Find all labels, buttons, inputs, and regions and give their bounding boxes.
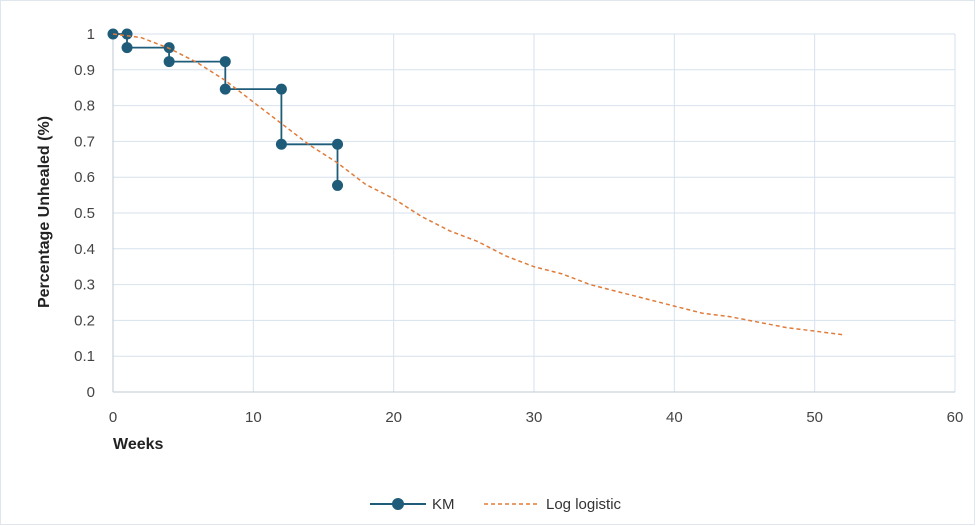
series-line-log-logistic: [112, 33, 843, 336]
y-tick-label: 0.5: [74, 205, 95, 222]
y-tick-label: 0.7: [74, 133, 95, 150]
x-axis-title: Weeks: [113, 436, 164, 453]
y-tick-label: 0.4: [74, 241, 95, 258]
y-tick-label: 0.9: [74, 62, 95, 79]
x-tick-label: 20: [385, 409, 402, 426]
data-point-km: [121, 28, 133, 40]
y-tick-label: 0.1: [74, 348, 95, 365]
data-point-km: [121, 42, 133, 54]
y-tick-label: 0.6: [74, 169, 95, 186]
x-tick-labels: 0 10 20 30 40 50 60: [109, 409, 964, 426]
y-tick-labels: 0 0.1 0.2 0.3 0.4 0.5 0.6 0.7 0.8 0.9 1: [74, 26, 95, 401]
x-tick-label: 0: [109, 409, 117, 426]
y-tick-label: 0.2: [74, 312, 95, 329]
legend: KM Log logistic: [370, 496, 622, 513]
data-point-km: [332, 138, 344, 150]
x-tick-label: 10: [245, 409, 262, 426]
legend-km-label: KM: [432, 496, 455, 513]
data-point-km: [163, 56, 175, 68]
y-tick-label: 0.3: [74, 277, 95, 294]
legend-km-swatch-marker: [392, 498, 404, 510]
data-point-km: [275, 83, 287, 95]
x-tick-label: 50: [806, 409, 823, 426]
x-tick-label: 60: [947, 409, 964, 426]
x-tick-label: 30: [526, 409, 543, 426]
legend-item-log-logistic: Log logistic: [484, 496, 622, 513]
y-axis-title: Percentage Unhealed (%): [36, 116, 53, 308]
y-tick-label: 0.8: [74, 98, 95, 115]
grid-lines: [113, 33, 956, 392]
series-layer: [107, 28, 843, 336]
axes: [112, 34, 955, 393]
data-point-km: [219, 56, 231, 68]
legend-item-km: KM: [370, 496, 455, 513]
x-tick-label: 40: [666, 409, 683, 426]
y-tick-label: 0: [87, 384, 95, 401]
legend-log-logistic-label: Log logistic: [546, 496, 622, 513]
data-point-km: [275, 138, 287, 150]
data-point-km: [332, 179, 344, 191]
data-point-km: [219, 83, 231, 95]
y-tick-label: 1: [87, 26, 95, 43]
